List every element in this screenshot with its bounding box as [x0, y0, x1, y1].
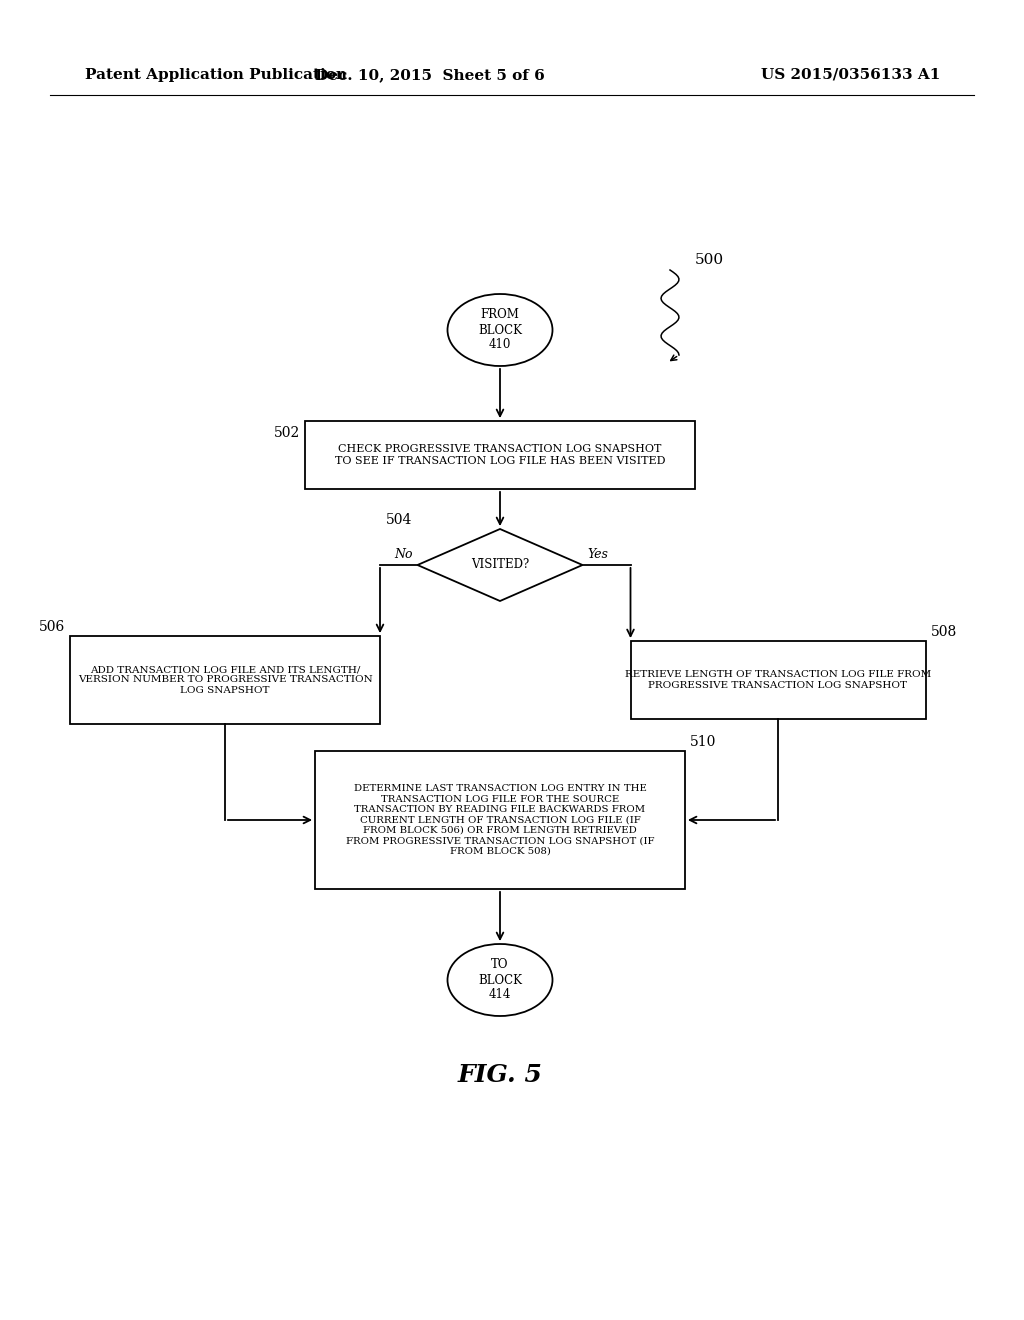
Bar [631, 642, 926, 719]
Text: CHECK PROGRESSIVE TRANSACTION LOG SNAPSHOT
TO SEE IF TRANSACTION LOG FILE HAS BE: CHECK PROGRESSIVE TRANSACTION LOG SNAPSH… [335, 445, 666, 466]
Text: 500: 500 [695, 253, 724, 267]
Text: No: No [394, 548, 413, 561]
Text: 502: 502 [273, 426, 300, 440]
Text: DETERMINE LAST TRANSACTION LOG ENTRY IN THE
TRANSACTION LOG FILE FOR THE SOURCE
: DETERMINE LAST TRANSACTION LOG ENTRY IN … [346, 784, 654, 855]
Text: ADD TRANSACTION LOG FILE AND ITS LENGTH/
VERSION NUMBER TO PROGRESSIVE TRANSACTI: ADD TRANSACTION LOG FILE AND ITS LENGTH/… [78, 665, 373, 694]
Text: Yes: Yes [588, 548, 608, 561]
Bar [315, 751, 685, 888]
Text: Patent Application Publication: Patent Application Publication [85, 69, 347, 82]
Text: 504: 504 [386, 513, 413, 527]
Bar [305, 421, 695, 488]
Text: VISITED?: VISITED? [471, 558, 529, 572]
Text: 508: 508 [931, 624, 956, 639]
Text: FIG. 5: FIG. 5 [458, 1063, 543, 1086]
Text: Dec. 10, 2015  Sheet 5 of 6: Dec. 10, 2015 Sheet 5 of 6 [315, 69, 545, 82]
Text: US 2015/0356133 A1: US 2015/0356133 A1 [761, 69, 940, 82]
Text: TO
BLOCK
414: TO BLOCK 414 [478, 958, 522, 1002]
Text: FROM
BLOCK
410: FROM BLOCK 410 [478, 309, 522, 351]
Bar [70, 636, 380, 723]
Text: RETRIEVE LENGTH OF TRANSACTION LOG FILE FROM
PROGRESSIVE TRANSACTION LOG SNAPSHO: RETRIEVE LENGTH OF TRANSACTION LOG FILE … [625, 671, 931, 689]
Text: 506: 506 [39, 620, 65, 634]
Text: 510: 510 [690, 735, 717, 748]
